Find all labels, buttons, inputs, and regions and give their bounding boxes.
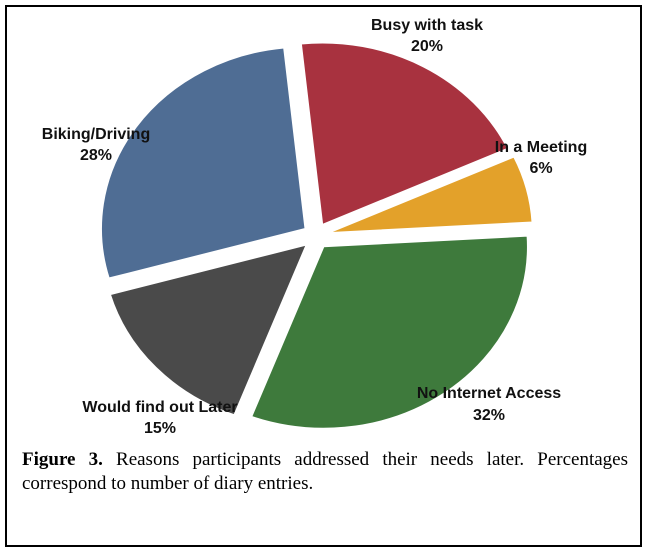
slice-label: No Internet Access [417,385,561,402]
caption-label: Figure 3. [22,449,103,470]
caption-text: Reasons participants addressed their nee… [22,449,628,494]
slice-percent: 6% [529,160,552,177]
pie-labels: Busy with task 20% In a Meeting 6% No Intern… [42,17,587,437]
slice-label: Biking/Driving [42,126,150,143]
slice-percent: 28% [80,147,112,164]
slice-percent: 15% [144,420,176,437]
slice-label: In a Meeting [495,139,587,156]
slice-percent: 20% [411,38,443,55]
pie-slice-no-internet-access [250,235,529,430]
pie-slice-biking-driving [100,46,307,280]
slice-label: Would find out Later [82,399,237,416]
slice-percent: 32% [473,407,505,424]
slice-label: Busy with task [371,17,483,34]
pie-slice-would-find-out-later [109,243,308,416]
figure-caption: Figure 3. Reasons participants addressed… [22,448,628,496]
pie-slices [100,41,534,430]
pie-slice-busy-with-task [300,41,509,226]
pie-slice-in-a-meeting [328,155,534,234]
